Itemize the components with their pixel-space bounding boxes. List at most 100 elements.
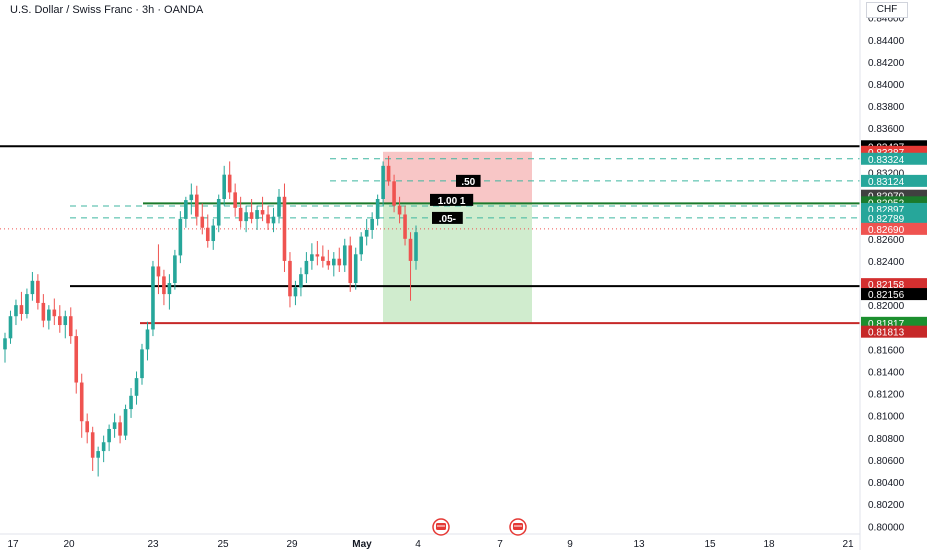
time-tick-6: May (352, 539, 372, 550)
candle-body (74, 336, 79, 383)
candle-body (101, 442, 106, 452)
candle-body (282, 196, 287, 261)
event-icons[interactable] (432, 518, 527, 536)
candle-body (30, 280, 35, 295)
candle-17 (96, 446, 100, 477)
candle-body (348, 245, 353, 284)
candle-33 (184, 196, 188, 228)
candle-body (227, 174, 232, 193)
candle-body (195, 194, 199, 217)
calendar-event-icon-1[interactable] (432, 518, 450, 536)
candle-body (392, 181, 396, 206)
candle-body (211, 225, 216, 242)
candle-45 (249, 199, 254, 224)
candle-67 (370, 212, 374, 239)
candle-42 (233, 183, 237, 217)
candle-body (271, 216, 276, 224)
currency-selector[interactable]: CHF (866, 2, 908, 18)
candle-body (3, 338, 7, 350)
candle-body (14, 305, 18, 317)
price-tick-14: 0.80800 (868, 434, 905, 445)
candle-body (266, 214, 270, 224)
candle-body (41, 302, 46, 321)
price-label-bg-9 (861, 278, 927, 291)
candle-57 (315, 241, 320, 266)
price-label-8: 0.82690 (868, 225, 905, 236)
candle-38 (211, 218, 216, 250)
dashed-levels (0, 158, 860, 230)
time-tick-2: 23 (147, 539, 159, 550)
candle-body (381, 165, 385, 200)
candle-47 (260, 196, 265, 222)
price-tick-11: 0.81400 (868, 367, 905, 378)
candle-12 (68, 307, 73, 344)
candle-29 (162, 269, 166, 306)
position-badge-1: 1.00 1 (438, 196, 466, 207)
candle-body (386, 165, 391, 182)
candle-body (123, 409, 128, 436)
candle-30 (167, 274, 172, 310)
candle-body (156, 266, 161, 277)
candle-39 (216, 194, 221, 233)
candle-body (299, 274, 303, 288)
candle-body (79, 382, 84, 422)
candle-40 (222, 165, 226, 206)
candle-9 (52, 298, 57, 326)
calendar-event-icon-2[interactable] (509, 518, 527, 536)
candle-body (364, 229, 369, 237)
candle-48 (266, 205, 270, 230)
candle-body (288, 260, 292, 297)
position-badge-2: .05- (439, 214, 456, 225)
candle-50 (277, 189, 281, 224)
price-tick-18: 0.80000 (868, 522, 905, 533)
candle-body (178, 218, 183, 256)
price-tick-2: 0.84200 (868, 58, 905, 69)
candle-41 (227, 161, 232, 200)
time-tick-7: 4 (415, 539, 421, 550)
price-tick-8: 0.82400 (868, 257, 905, 268)
price-tick-1: 0.84400 (868, 36, 905, 47)
candle-32 (178, 211, 183, 264)
candle-body (200, 216, 205, 228)
candle-1 (8, 310, 13, 344)
candle-body (47, 309, 51, 321)
candle-body (184, 200, 188, 219)
price-label-bg-3 (861, 174, 927, 187)
candle-body (321, 256, 325, 261)
candle-body (260, 210, 265, 215)
price-label-11: 0.81817 (868, 319, 905, 330)
candle-body (342, 245, 347, 266)
candle-14 (79, 373, 84, 438)
price-label-9: 0.82158 (868, 280, 905, 291)
candle-66 (364, 218, 369, 246)
candle-44 (244, 205, 248, 233)
symbol-title[interactable]: U.S. Dollar / Swiss Franc · 3h · OANDA (10, 4, 204, 16)
price-axis[interactable]: 0.84600 0.84400 0.84200 0.84000 0.83800 0.836… (868, 14, 905, 534)
candle-63 (348, 236, 353, 292)
candle-body (370, 218, 374, 230)
candle-body (222, 174, 226, 200)
candle-5 (30, 271, 35, 301)
candle-72 (397, 196, 402, 224)
candle-73 (403, 205, 407, 246)
candle-53 (293, 280, 298, 306)
candle-body (293, 287, 298, 297)
candle-27 (151, 260, 155, 337)
time-tick-5: 29 (286, 539, 298, 550)
candle-body (403, 214, 407, 239)
price-label-bg-8 (861, 222, 927, 235)
candle-52 (288, 252, 292, 308)
time-axis[interactable]: 172023252729May47913151821 (7, 539, 854, 550)
price-label-10: 0.82156 (868, 290, 905, 301)
candle-59 (326, 249, 331, 270)
time-tick-9: 9 (567, 539, 573, 550)
candle-body (52, 309, 57, 317)
candle-body (375, 199, 380, 219)
candle-body (134, 378, 139, 396)
candle-46 (255, 205, 259, 230)
candle-60 (332, 252, 336, 277)
candle-75 (414, 225, 418, 270)
candle-body (233, 192, 237, 208)
candle-body (315, 254, 320, 257)
